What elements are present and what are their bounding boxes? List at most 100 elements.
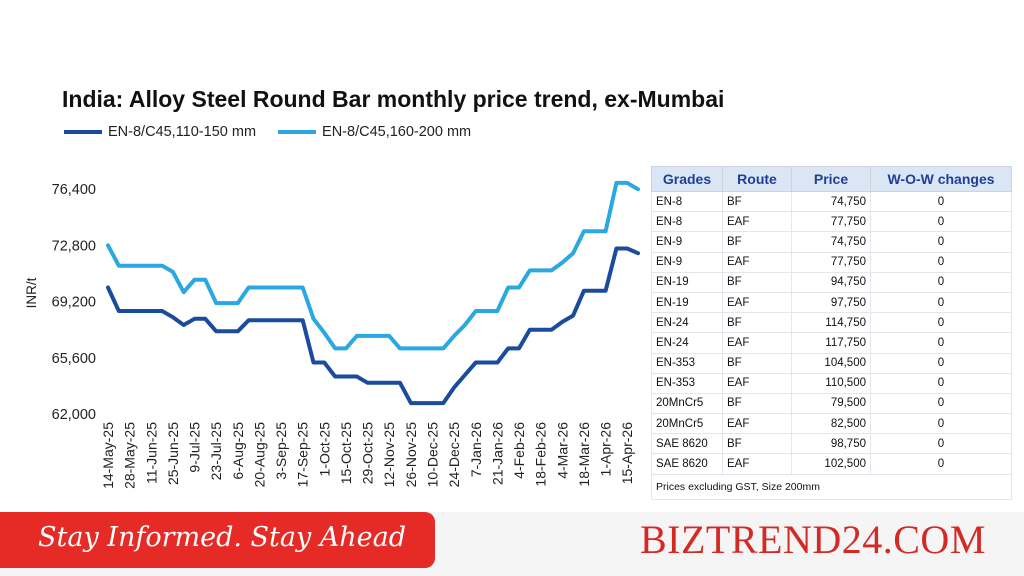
series-line-2: [106, 180, 640, 351]
x-tick-label: 11-Jun-25: [143, 422, 159, 484]
data-point: [150, 265, 152, 267]
grade-cell: EN-353: [651, 372, 723, 394]
price-cell: 104,500: [791, 352, 871, 374]
data-point: [183, 291, 185, 293]
data-point: [356, 375, 358, 378]
grade-cell: EN-19: [651, 291, 723, 314]
route-cell: EAF: [722, 211, 792, 233]
grade-cell: EN-353: [651, 352, 723, 374]
price-table-panel: Grades Route Price W-O-W changes EN-8 BF 7…: [651, 166, 1012, 500]
data-point: [410, 402, 412, 404]
y-tick-label: 65,600: [52, 351, 96, 367]
data-point: [204, 279, 206, 281]
route-cell: BF: [722, 271, 792, 293]
data-point: [193, 279, 196, 281]
data-point: [280, 319, 282, 321]
data-point: [150, 310, 152, 312]
data-point: [118, 310, 120, 312]
data-point: [550, 329, 553, 331]
y-tick-label: 69,200: [52, 295, 96, 311]
data-point: [139, 310, 142, 312]
data-point: [366, 382, 369, 384]
data-point: [302, 286, 304, 289]
wow-change-cell: 0: [870, 231, 1012, 253]
data-point: [323, 332, 325, 334]
data-point: [518, 286, 520, 289]
price-line-chart: 62,000 65,600 69,200 72,800 76,400 INR/t 14-Ma…: [24, 180, 640, 489]
data-point: [107, 244, 109, 246]
data-point: [507, 347, 509, 350]
x-tick-label: 15-Oct-25: [338, 422, 354, 484]
wow-change-cell: 0: [870, 433, 1012, 455]
data-point: [269, 319, 271, 321]
data-point: [172, 316, 174, 318]
data-point: [410, 347, 412, 350]
data-point: [323, 361, 325, 364]
table-row: EN-19 BF 94,750 0: [651, 271, 1012, 293]
data-point: [107, 286, 109, 289]
data-point: [561, 321, 563, 323]
data-point: [442, 347, 444, 350]
table-note: Prices excluding GST, Size 200mm: [651, 474, 1012, 500]
data-point: [399, 347, 401, 350]
price-table: Grades Route Price W-O-W changes EN-8 BF 7…: [651, 166, 1012, 475]
grade-cell: EN-24: [651, 332, 723, 354]
data-point: [453, 335, 455, 337]
data-point: [312, 361, 315, 364]
wow-change-cell: 0: [870, 352, 1012, 374]
data-point: [507, 286, 509, 289]
x-tick-label: 3-Sep-25: [273, 422, 289, 480]
x-tick-label: 28-May-25: [122, 422, 138, 489]
data-point: [399, 382, 401, 384]
price-cell: 97,750: [791, 291, 871, 314]
data-point: [421, 402, 423, 404]
table-row: SAE 8620 BF 98,750 0: [651, 433, 1012, 455]
price-cell: 117,750: [791, 332, 871, 354]
route-cell: BF: [722, 231, 792, 253]
data-point: [572, 315, 574, 317]
header-route: Route: [722, 166, 792, 192]
data-point: [604, 230, 607, 232]
data-point: [604, 290, 607, 292]
table-row: EN-353 BF 104,500 0: [651, 352, 1012, 374]
data-point: [204, 318, 206, 320]
data-point: [496, 310, 498, 312]
x-tick-label: 21-Jan-26: [489, 422, 505, 485]
data-point: [139, 265, 142, 267]
price-cell: 94,750: [791, 271, 871, 293]
data-point: [388, 382, 390, 384]
table-row: SAE 8620 EAF 102,500 0: [651, 453, 1012, 475]
wow-change-cell: 0: [870, 372, 1012, 394]
price-cell: 110,500: [791, 372, 871, 394]
grade-cell: EN-24: [651, 312, 723, 334]
data-point: [626, 182, 628, 184]
data-point: [280, 286, 282, 289]
data-point: [129, 310, 131, 312]
y-tick-label: 72,800: [52, 238, 96, 254]
table-body: EN-8 BF 74,750 0 EN-8 EAF 77,750 0 EN-9 BF 74,750 0…: [651, 190, 1012, 475]
data-point: [345, 347, 347, 350]
legend-swatch-series-1: [64, 130, 102, 134]
data-point: [485, 310, 488, 312]
data-point: [215, 302, 217, 304]
wow-change-cell: 0: [870, 291, 1012, 314]
legend-item-series-1: EN-8/C45,110-150 mm: [64, 124, 256, 140]
data-point: [237, 330, 239, 332]
data-point: [193, 318, 196, 320]
data-point: [161, 310, 163, 312]
data-point: [183, 324, 185, 326]
wow-change-cell: 0: [870, 190, 1012, 213]
table-row: 20MnCr5 BF 79,500 0: [651, 392, 1012, 415]
data-point: [561, 261, 563, 264]
legend-label-series-2: EN-8/C45,160-200 mm: [322, 124, 472, 140]
data-point: [529, 269, 531, 271]
data-point: [366, 335, 369, 337]
data-point: [496, 361, 498, 364]
x-tick-label: 4-Feb-26: [511, 422, 527, 479]
data-point: [248, 286, 250, 289]
price-cell: 74,750: [791, 190, 871, 213]
grade-cell: EN-9: [651, 231, 723, 253]
price-cell: 82,500: [791, 413, 871, 435]
route-cell: EAF: [722, 372, 792, 394]
price-cell: 98,750: [791, 433, 871, 455]
